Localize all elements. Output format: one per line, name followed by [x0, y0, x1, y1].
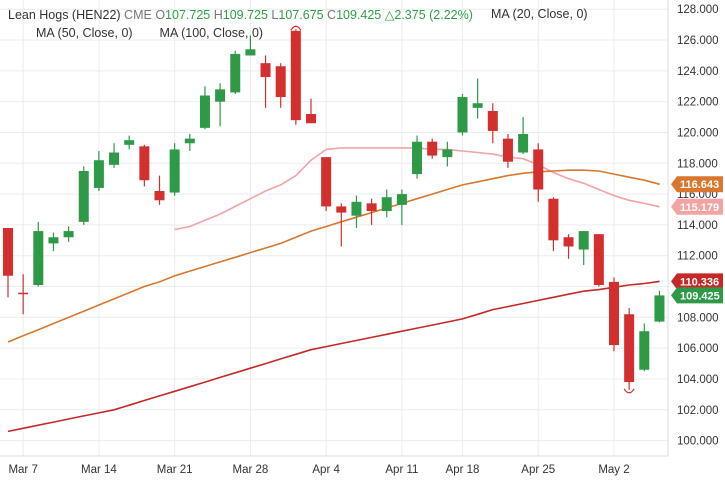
candle-body[interactable]	[396, 194, 407, 205]
candle-body[interactable]	[48, 237, 59, 244]
y-tick-label: 106.000	[677, 343, 719, 355]
legend-exchange: CME	[124, 8, 152, 22]
series-line-ma100	[7, 280, 660, 433]
candle-body[interactable]	[381, 197, 392, 212]
candle-body[interactable]	[624, 314, 635, 383]
y-tick-label: 118.000	[677, 158, 718, 170]
legend-low-label: L	[271, 8, 279, 22]
candle-body[interactable]	[533, 149, 544, 190]
y-tick-label: 128.000	[677, 4, 719, 16]
candle-body[interactable]	[487, 110, 498, 131]
candle-body[interactable]	[230, 53, 241, 93]
price-tag-label: 110.336	[680, 276, 719, 288]
legend-low-value: 107.675	[278, 8, 324, 22]
candle-body[interactable]	[169, 149, 180, 193]
legend-high-value: 109.725	[222, 8, 268, 22]
y-tick-label: 122.000	[677, 97, 719, 109]
x-tick-label: Mar 7	[8, 464, 37, 476]
candle-body[interactable]	[306, 114, 316, 124]
candle-body[interactable]	[518, 134, 529, 153]
price-tag	[671, 198, 723, 215]
candle-body[interactable]	[154, 191, 165, 201]
candle-body[interactable]	[578, 231, 589, 250]
legend-ohlc: Lean Hogs (HEN22) CME O107.725 H109.725 …	[8, 7, 473, 22]
candle-body[interactable]	[442, 149, 453, 158]
y-tick-label: 104.000	[677, 374, 719, 386]
y-tick-label: 102.000	[677, 405, 719, 417]
y-tick-label: 100.000	[677, 436, 719, 448]
y-tick-label: 126.000	[677, 35, 719, 47]
price-tag-label: 109.425	[680, 290, 720, 302]
candle-body[interactable]	[654, 295, 665, 322]
legend-open-label: O	[155, 8, 166, 22]
price-tag-label: 115.179	[680, 202, 719, 214]
candle-body[interactable]	[139, 146, 150, 181]
candle-body[interactable]	[290, 30, 301, 121]
x-tick-label: Apr 25	[521, 464, 555, 476]
legend-change: △2.375 (2.22%)	[384, 8, 473, 22]
y-tick-label: 112.000	[677, 251, 718, 263]
candle-body[interactable]	[427, 141, 438, 156]
candle-body[interactable]	[184, 138, 195, 144]
candle-body[interactable]	[639, 331, 650, 370]
candle-body[interactable]	[3, 228, 13, 276]
high-marker	[290, 25, 302, 31]
candle-body[interactable]	[93, 160, 104, 188]
candle-body[interactable]	[412, 141, 423, 175]
legend-open-value: 107.725	[165, 8, 211, 22]
candle-body[interactable]	[563, 237, 574, 247]
candle-body[interactable]	[472, 103, 483, 108]
x-tick-label: Apr 4	[312, 464, 340, 476]
series-line-ma20	[174, 147, 660, 231]
candle-body[interactable]	[502, 138, 513, 162]
legend-ma-row: MA (50, Close, 0) MA (100, Close, 0)	[36, 26, 263, 40]
price-tag	[671, 287, 723, 304]
candle-body[interactable]	[548, 198, 559, 241]
candle-body[interactable]	[609, 281, 619, 346]
candle-body[interactable]	[366, 203, 377, 212]
low-marker	[623, 388, 635, 394]
legend-ma50[interactable]: MA (50, Close, 0)	[36, 26, 133, 40]
x-tick-label: May 2	[598, 464, 629, 476]
candle-body[interactable]	[199, 95, 210, 128]
legend-ma100[interactable]: MA (100, Close, 0)	[159, 26, 264, 40]
x-tick-label: Mar 21	[157, 464, 193, 476]
legend-close-value: 109.425	[336, 8, 382, 22]
legend-ma20[interactable]: MA (20, Close, 0)	[491, 7, 588, 21]
y-tick-label: 124.000	[677, 66, 719, 78]
candle-body[interactable]	[351, 201, 362, 216]
legend-high-label: H	[213, 8, 223, 22]
y-tick-label: 120.000	[677, 127, 719, 139]
candle-body[interactable]	[215, 89, 226, 102]
candle-body[interactable]	[63, 231, 74, 238]
candle-body[interactable]	[593, 234, 604, 285]
legend-close-label: C	[327, 8, 337, 22]
price-tag-label: 116.643	[680, 179, 719, 191]
x-tick-label: Mar 14	[81, 464, 117, 476]
candle-body[interactable]	[109, 152, 120, 165]
candle-body[interactable]	[18, 292, 29, 295]
y-tick-label: 108.000	[677, 312, 719, 324]
candle-body[interactable]	[245, 49, 256, 56]
candle-body[interactable]	[457, 97, 468, 133]
price-tag	[671, 176, 723, 193]
legend-symbol: Lean Hogs (HEN22)	[8, 8, 121, 22]
x-tick-label: Apr 11	[385, 464, 418, 476]
x-tick-label: Mar 28	[233, 464, 269, 476]
x-tick-label: Apr 18	[446, 464, 480, 476]
candle-body[interactable]	[260, 63, 271, 78]
price-tag	[671, 273, 723, 290]
candle-body[interactable]	[78, 171, 89, 222]
y-tick-label: 114.000	[677, 220, 718, 232]
candle-body[interactable]	[33, 231, 44, 285]
candle-body[interactable]	[275, 66, 286, 98]
candle-body[interactable]	[336, 206, 347, 213]
candle-body[interactable]	[124, 140, 135, 145]
candle-body[interactable]	[321, 157, 332, 207]
